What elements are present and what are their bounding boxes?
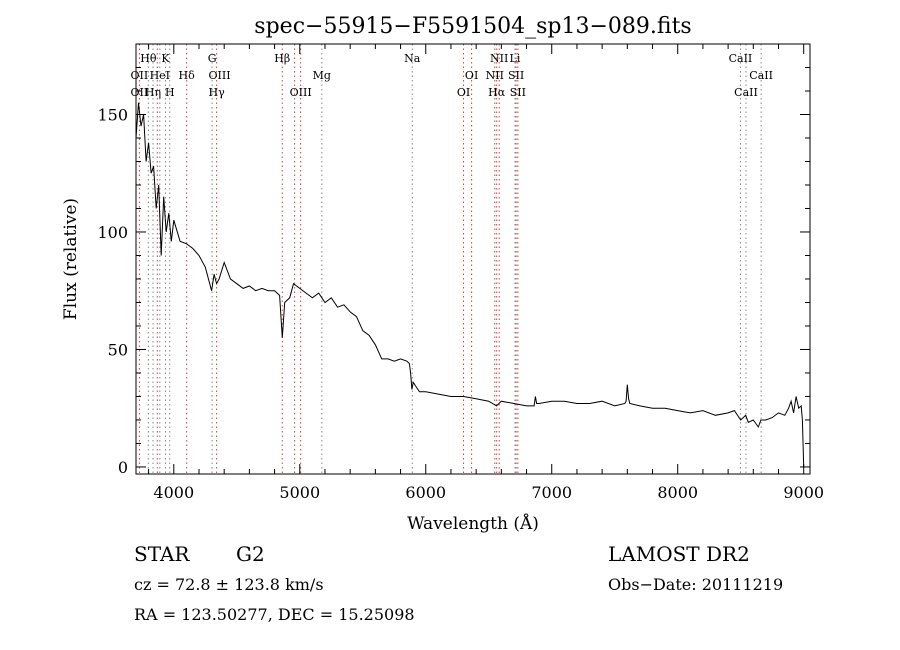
x-tick-label: 5000: [279, 483, 320, 502]
x-tick-label: 6000: [405, 483, 446, 502]
line-id-label: OII: [131, 69, 149, 82]
line-id-label: CaII: [734, 86, 758, 99]
line-id-label: Hη: [145, 86, 161, 99]
line-id-label: CaII: [749, 69, 773, 82]
spectrum-line: [135, 102, 805, 468]
marker-lines: [138, 44, 762, 474]
y-tick-label: 150: [97, 105, 128, 124]
line-id-label: OIII: [208, 69, 230, 82]
coordinates: RA = 123.50277, DEC = 15.25098: [134, 605, 415, 624]
line-id-label: G: [208, 52, 217, 65]
line-id-label: SII: [508, 69, 524, 82]
x-tick-label: 9000: [783, 483, 824, 502]
x-tick-label: 4000: [153, 483, 194, 502]
y-axis-label: Flux (relative): [61, 198, 81, 320]
line-id-label: Hγ: [209, 86, 226, 99]
line-id-label: OI: [465, 69, 478, 82]
line-id-label: OIII: [290, 86, 312, 99]
line-id-label: OI: [457, 86, 470, 99]
y-tick-label: 100: [97, 223, 128, 242]
chart-title: spec−55915−F5591504_sp13−089.fits: [254, 14, 691, 39]
object-subclass: G2: [236, 542, 265, 566]
observation-date: Obs−Date: 20111219: [608, 575, 784, 594]
line-id-label: K: [161, 52, 170, 65]
x-tick-label: 7000: [531, 483, 572, 502]
axis-ticks: 4000 5000 6000 7000 8000 9000 0 50 100 150: [97, 44, 824, 502]
line-id-label: SII: [510, 86, 526, 99]
line-id-label: Hα: [488, 86, 506, 99]
x-axis-label: Wavelength (Å): [407, 513, 539, 534]
redshift-velocity: cz = 72.8 ± 123.8 km/s: [134, 575, 324, 594]
line-id-label: Mg: [313, 69, 331, 82]
line-id-label: Hδ: [179, 69, 196, 82]
y-tick-label: 0: [118, 458, 128, 477]
line-id-label: CaII: [729, 52, 753, 65]
x-tick-label: 8000: [657, 483, 698, 502]
y-tick-label: 50: [108, 340, 128, 359]
line-id-label: OII: [131, 86, 149, 99]
object-class: STAR: [134, 542, 190, 566]
line-id-label: HeI: [150, 69, 170, 82]
line-id-label: Hβ: [274, 52, 290, 65]
line-id-label: Hθ: [140, 52, 157, 65]
line-id-label: H: [165, 86, 175, 99]
plot-frame: [135, 43, 811, 475]
line-id-label: Li: [510, 52, 521, 65]
line-id-label: NII: [486, 69, 504, 82]
line-id-label: Na: [404, 52, 421, 65]
line-id-label: NII: [490, 52, 508, 65]
survey-name: LAMOST DR2: [608, 542, 750, 566]
